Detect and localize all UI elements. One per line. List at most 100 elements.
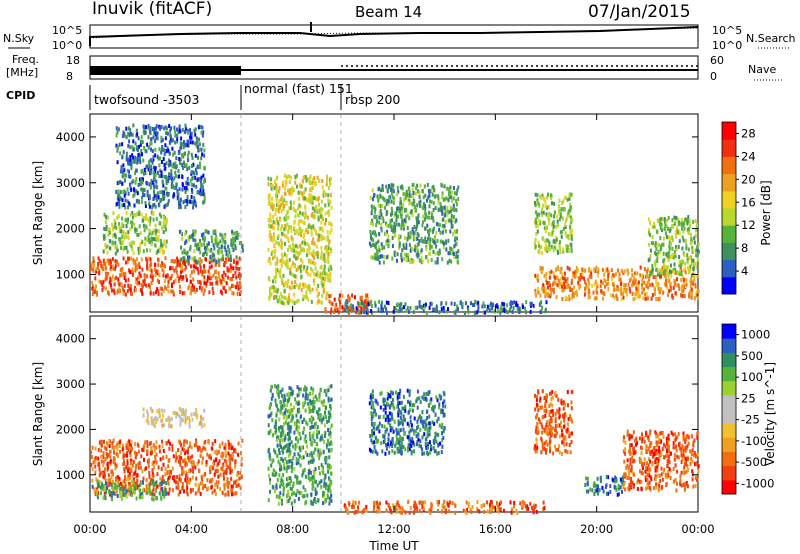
echo-cell — [214, 492, 217, 497]
echo-cell — [694, 233, 697, 238]
echo-cell — [182, 200, 185, 205]
echo-cell — [177, 205, 180, 210]
echo-cell — [405, 242, 408, 247]
echo-cell — [565, 234, 568, 239]
echo-cell — [286, 175, 288, 180]
echo-cell — [200, 191, 202, 196]
echo-cell — [119, 281, 122, 286]
echo-cell — [587, 295, 590, 300]
echo-cell — [280, 238, 283, 243]
echo-cell — [408, 201, 411, 206]
echo-cell — [143, 274, 146, 278]
echo-cell — [135, 280, 138, 285]
echo-cell — [139, 465, 142, 470]
echo-cell — [150, 147, 152, 152]
echo-cell — [117, 277, 120, 282]
echo-cell — [323, 477, 326, 482]
echo-cell — [569, 286, 572, 291]
echo-cell — [185, 163, 188, 168]
echo-cell — [413, 199, 416, 204]
echo-cell — [272, 289, 275, 294]
echo-cell — [422, 206, 425, 210]
echo-cell — [313, 277, 316, 282]
echo-cell — [595, 286, 598, 291]
echo-cell — [129, 458, 132, 463]
echo-cell — [279, 244, 282, 249]
echo-cell — [110, 260, 112, 265]
echo-cell — [147, 421, 150, 426]
echo-cell — [135, 228, 138, 232]
echo-cell — [211, 252, 214, 257]
echo-cell — [648, 231, 651, 236]
echo-cell — [307, 297, 310, 302]
echo-cell — [553, 238, 556, 243]
echo-cell — [534, 220, 537, 225]
echo-cell — [606, 267, 609, 272]
echo-cell — [270, 204, 273, 209]
echo-cell — [147, 412, 149, 417]
echo-cell — [401, 248, 404, 253]
echo-cell — [129, 445, 132, 450]
echo-region — [368, 182, 460, 265]
echo-cell — [216, 484, 219, 489]
echo-cell — [219, 472, 222, 477]
echo-cell — [310, 188, 313, 193]
echo-cell — [647, 279, 650, 284]
echo-cell — [274, 268, 277, 273]
echo-cell — [164, 244, 167, 249]
echo-cell — [287, 279, 290, 283]
station-title: Inuvik (fitACF) — [92, 0, 212, 19]
echo-cell — [548, 240, 551, 245]
echo-cell — [445, 301, 448, 306]
echo-cell — [334, 307, 337, 312]
echo-cell — [570, 236, 573, 241]
echo-cell — [152, 422, 155, 427]
echo-cell — [207, 241, 210, 246]
echo-cell — [697, 273, 699, 277]
echo-cell — [150, 232, 153, 237]
echo-cell — [146, 418, 148, 423]
echo-cell — [205, 281, 208, 286]
echo-cell — [629, 277, 632, 282]
echo-cell — [146, 265, 149, 270]
echo-cell — [104, 485, 106, 490]
freq-left-tick-top: 18 — [66, 54, 80, 67]
echo-cell — [151, 160, 154, 165]
echo-cell — [92, 284, 94, 289]
echo-cell — [369, 243, 372, 248]
echo-cell — [295, 444, 298, 449]
echo-cell — [108, 230, 111, 235]
echo-cell — [165, 126, 168, 131]
echo-cell — [236, 472, 239, 477]
echo-cell — [381, 204, 384, 209]
echo-cell — [470, 301, 472, 306]
echo-cell — [119, 180, 122, 184]
echo-cell — [626, 292, 628, 297]
echo-cell — [382, 307, 384, 312]
echo-cell — [627, 271, 630, 276]
echo-cell — [192, 229, 195, 234]
echo-cell — [190, 264, 192, 269]
echo-cell — [321, 283, 324, 288]
echo-cell — [301, 211, 304, 216]
echo-cell — [430, 257, 433, 262]
echo-cell — [328, 501, 331, 506]
echo-cell — [160, 160, 163, 164]
echo-cell — [305, 178, 308, 183]
echo-cell — [419, 183, 422, 188]
echo-cell — [226, 479, 229, 484]
echo-cell — [126, 158, 129, 162]
echo-cell — [437, 207, 440, 212]
echo-cell — [409, 248, 412, 253]
echo-cell — [231, 232, 234, 237]
echo-cell — [428, 229, 431, 233]
echo-cell — [299, 230, 302, 235]
echo-cell — [157, 289, 160, 294]
echo-cell — [192, 466, 194, 471]
echo-cell — [395, 252, 398, 257]
echo-cell — [131, 145, 134, 150]
echo-cell — [107, 478, 110, 482]
echo-cell — [153, 424, 156, 429]
echo-cell — [102, 280, 105, 285]
echo-cell — [296, 228, 299, 233]
